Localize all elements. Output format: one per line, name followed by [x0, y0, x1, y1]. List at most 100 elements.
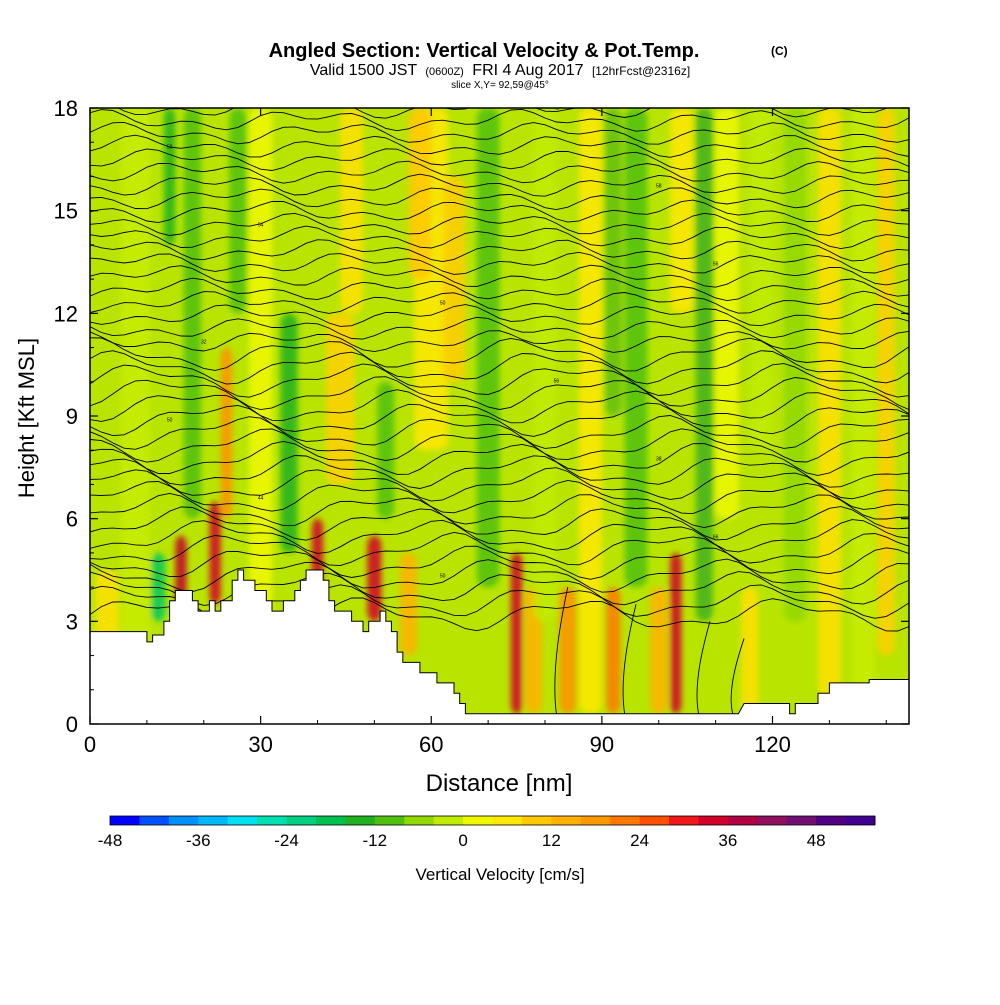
colorbar-swatch	[580, 816, 611, 825]
plot-area: 5850664438505632505654585042	[90, 108, 909, 724]
velocity-cell	[670, 108, 693, 314]
velocity-cell	[650, 587, 668, 714]
y-tick-label: 3	[66, 609, 78, 634]
isentrope-line	[90, 363, 909, 398]
chart-title: Angled Section: Vertical Velocity & Pot.…	[269, 40, 700, 62]
velocity-cell	[209, 501, 221, 605]
isentrope-line	[90, 160, 909, 184]
colorbar-swatch	[315, 816, 346, 825]
colorbar-swatch	[404, 816, 435, 825]
isentrope-label: 54	[258, 222, 264, 228]
isentrope-line	[90, 290, 909, 314]
isentrope-line	[90, 376, 909, 411]
isentrope-label: 50	[167, 417, 173, 423]
isentrope-lines	[90, 108, 909, 632]
velocity-cell	[533, 108, 557, 622]
velocity-cell	[510, 552, 523, 714]
isentrope-line	[90, 455, 909, 489]
colorbar-swatch	[492, 816, 523, 825]
velocity-cell	[715, 108, 739, 519]
isentrope-line	[90, 492, 909, 529]
velocity-cell	[280, 313, 298, 553]
colorbar-swatch	[610, 816, 641, 825]
colorbar-swatch	[227, 816, 258, 825]
velocity-cell	[408, 108, 432, 280]
isentrope-line	[90, 147, 909, 171]
chart-subtitle: Valid 1500 JST (0600Z) FRI 4 Aug 2017 [1…	[310, 62, 690, 79]
colorbar-swatch	[639, 816, 670, 825]
velocity-cell	[183, 108, 201, 519]
isentrope-label: 56	[554, 378, 560, 384]
isentrope-line	[90, 415, 909, 450]
x-tick-label: 0	[84, 732, 96, 757]
isentrope-line	[90, 506, 909, 541]
x-tick-label: 120	[754, 732, 791, 757]
isentrope-line	[90, 389, 909, 424]
colorbar-swatch	[551, 816, 582, 825]
velocity-cell	[559, 587, 577, 714]
isentrope-label: 58	[656, 183, 662, 189]
colorbar-label: Vertical Velocity [cm/s]	[415, 865, 584, 884]
isentrope-label: 50	[167, 144, 173, 150]
terrain-mask	[90, 569, 909, 724]
colorbar-swatch	[198, 816, 229, 825]
velocity-cell	[818, 108, 841, 697]
isentrope-line	[90, 199, 909, 224]
isentrope-line	[90, 173, 909, 197]
colorbar-tick-label: 12	[542, 831, 561, 850]
subtitle-forecast: [12hrFcst@2316z]	[592, 64, 690, 78]
isentrope-label: 50	[440, 300, 446, 306]
velocity-cell	[695, 108, 713, 622]
colorbar-tick-label: 0	[458, 831, 467, 850]
colorbar-swatch	[433, 816, 464, 825]
chart-title-unit: (C)	[771, 44, 788, 58]
colorbar-swatch	[110, 816, 140, 825]
isentrope-line	[90, 571, 909, 606]
isentrope-label: 66	[713, 534, 719, 540]
zero-contour	[730, 638, 745, 714]
colorbar-swatch	[286, 816, 317, 825]
isentrope-line	[90, 545, 909, 580]
colorbar-swatch	[845, 816, 876, 825]
isentrope-label: 56	[713, 261, 719, 267]
subtitle-date: FRI 4 Aug 2017	[472, 62, 583, 79]
velocity-cell	[606, 587, 621, 714]
x-tick-label: 60	[419, 732, 443, 757]
velocity-cell	[340, 108, 363, 314]
isentrope-line	[90, 264, 909, 288]
isentrope-label: 50	[440, 573, 446, 579]
isentrope-line	[90, 440, 909, 476]
colorbar-tick-label: -12	[363, 831, 388, 850]
velocity-cell	[670, 552, 682, 714]
velocity-cell	[163, 108, 176, 245]
isentrope-line	[90, 467, 909, 502]
y-axis: 0 3 6 9 12 15 18	[54, 96, 909, 737]
isentrope-line	[90, 187, 909, 211]
isentrope-line	[90, 330, 909, 353]
colorbar-tick-label: 24	[630, 831, 649, 850]
chart-slice-info: slice X,Y= 92,59@45°	[451, 80, 549, 91]
y-tick-label: 18	[54, 96, 78, 121]
isentrope-line	[90, 303, 909, 327]
colorbar-tick-label: -48	[98, 831, 123, 850]
velocity-cell	[229, 108, 247, 314]
colorbar-swatch	[139, 816, 170, 825]
colorbar-swatch	[757, 816, 788, 825]
zero-contour	[622, 604, 637, 714]
x-tick-label: 90	[590, 732, 614, 757]
isentrope-line	[90, 531, 909, 567]
isentrope-line	[90, 212, 909, 236]
y-tick-label: 9	[66, 404, 78, 429]
y-axis-label: Height [Kft MSL]	[14, 338, 39, 498]
y-tick-label: 12	[54, 301, 78, 326]
x-axis-label: Distance [nm]	[426, 770, 573, 797]
colorbar-swatch	[786, 816, 817, 825]
isentrope-line	[90, 134, 909, 158]
colorbar-swatch	[257, 816, 287, 825]
colorbar-frame	[109, 815, 876, 826]
colorbar-swatch	[816, 816, 846, 825]
colorbar: -48 -36 -24 -12 0 12 24 36 48	[98, 815, 876, 850]
velocity-cell	[377, 381, 395, 519]
